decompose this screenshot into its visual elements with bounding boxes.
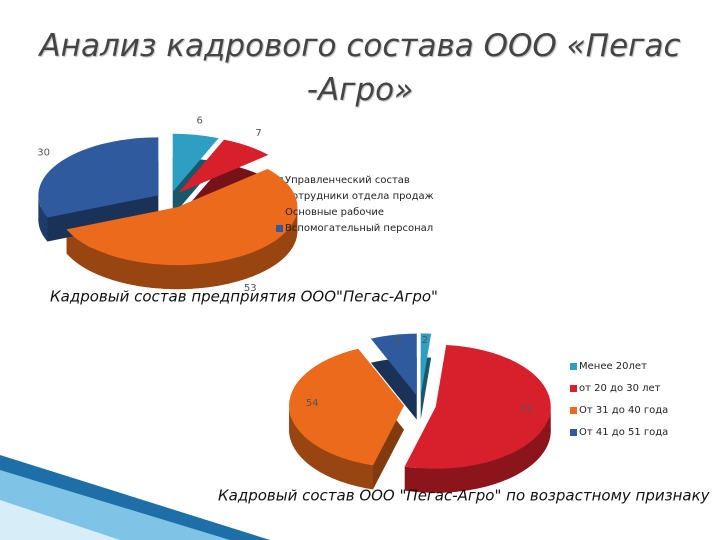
legend-label: от 20 до 30 лет bbox=[579, 383, 661, 394]
legend-swatch bbox=[276, 209, 283, 216]
data-label: 30 bbox=[37, 147, 50, 158]
pie-slice-side bbox=[38, 195, 48, 242]
legend-swatch bbox=[570, 429, 577, 436]
pie-slice-side bbox=[66, 207, 298, 290]
slide-title: Анализ кадрового состава ООО «Пегас -Агр… bbox=[39, 28, 681, 108]
chart-caption: Кадровый состав ООО "Пегас-Агро" по возр… bbox=[218, 487, 711, 505]
legend-label: Сотрудники отдела продаж bbox=[285, 191, 434, 202]
chart-caption: Кадровый состав предприятия ООО"Пегас-Аг… bbox=[50, 288, 438, 306]
pie-slice bbox=[404, 344, 551, 469]
data-label: 9 bbox=[395, 336, 401, 347]
legend-label: Менее 20лет bbox=[579, 361, 647, 372]
legend-swatch bbox=[570, 363, 577, 370]
legend-label: От 41 до 51 года bbox=[579, 427, 668, 438]
pie-slice-side bbox=[404, 406, 551, 493]
legend-swatch bbox=[570, 407, 577, 414]
data-label: 73 bbox=[520, 405, 533, 416]
legend-label: Вспомогательный персонал bbox=[285, 223, 433, 234]
pie-slice bbox=[178, 139, 269, 194]
data-label: 7 bbox=[255, 128, 261, 139]
pie-slice bbox=[420, 333, 432, 396]
pie-slice bbox=[38, 137, 159, 218]
legend-label: Управленческий состав bbox=[285, 175, 410, 186]
decoration bbox=[0, 500, 120, 540]
pie-slice bbox=[370, 333, 417, 396]
pie-slice-side bbox=[289, 405, 374, 490]
data-label: 54 bbox=[306, 398, 319, 409]
data-label: 6 bbox=[196, 115, 202, 126]
pie-slice bbox=[289, 348, 405, 466]
data-label: 53 bbox=[244, 283, 257, 294]
legend-label: От 31 до 40 года bbox=[579, 405, 668, 416]
legend-swatch bbox=[570, 385, 577, 392]
pie-slice bbox=[66, 168, 298, 266]
legend-swatch bbox=[276, 225, 283, 232]
legend-label: Основные рабочие bbox=[285, 207, 384, 218]
pie-slice bbox=[172, 133, 219, 192]
data-label: 2 bbox=[422, 335, 428, 346]
